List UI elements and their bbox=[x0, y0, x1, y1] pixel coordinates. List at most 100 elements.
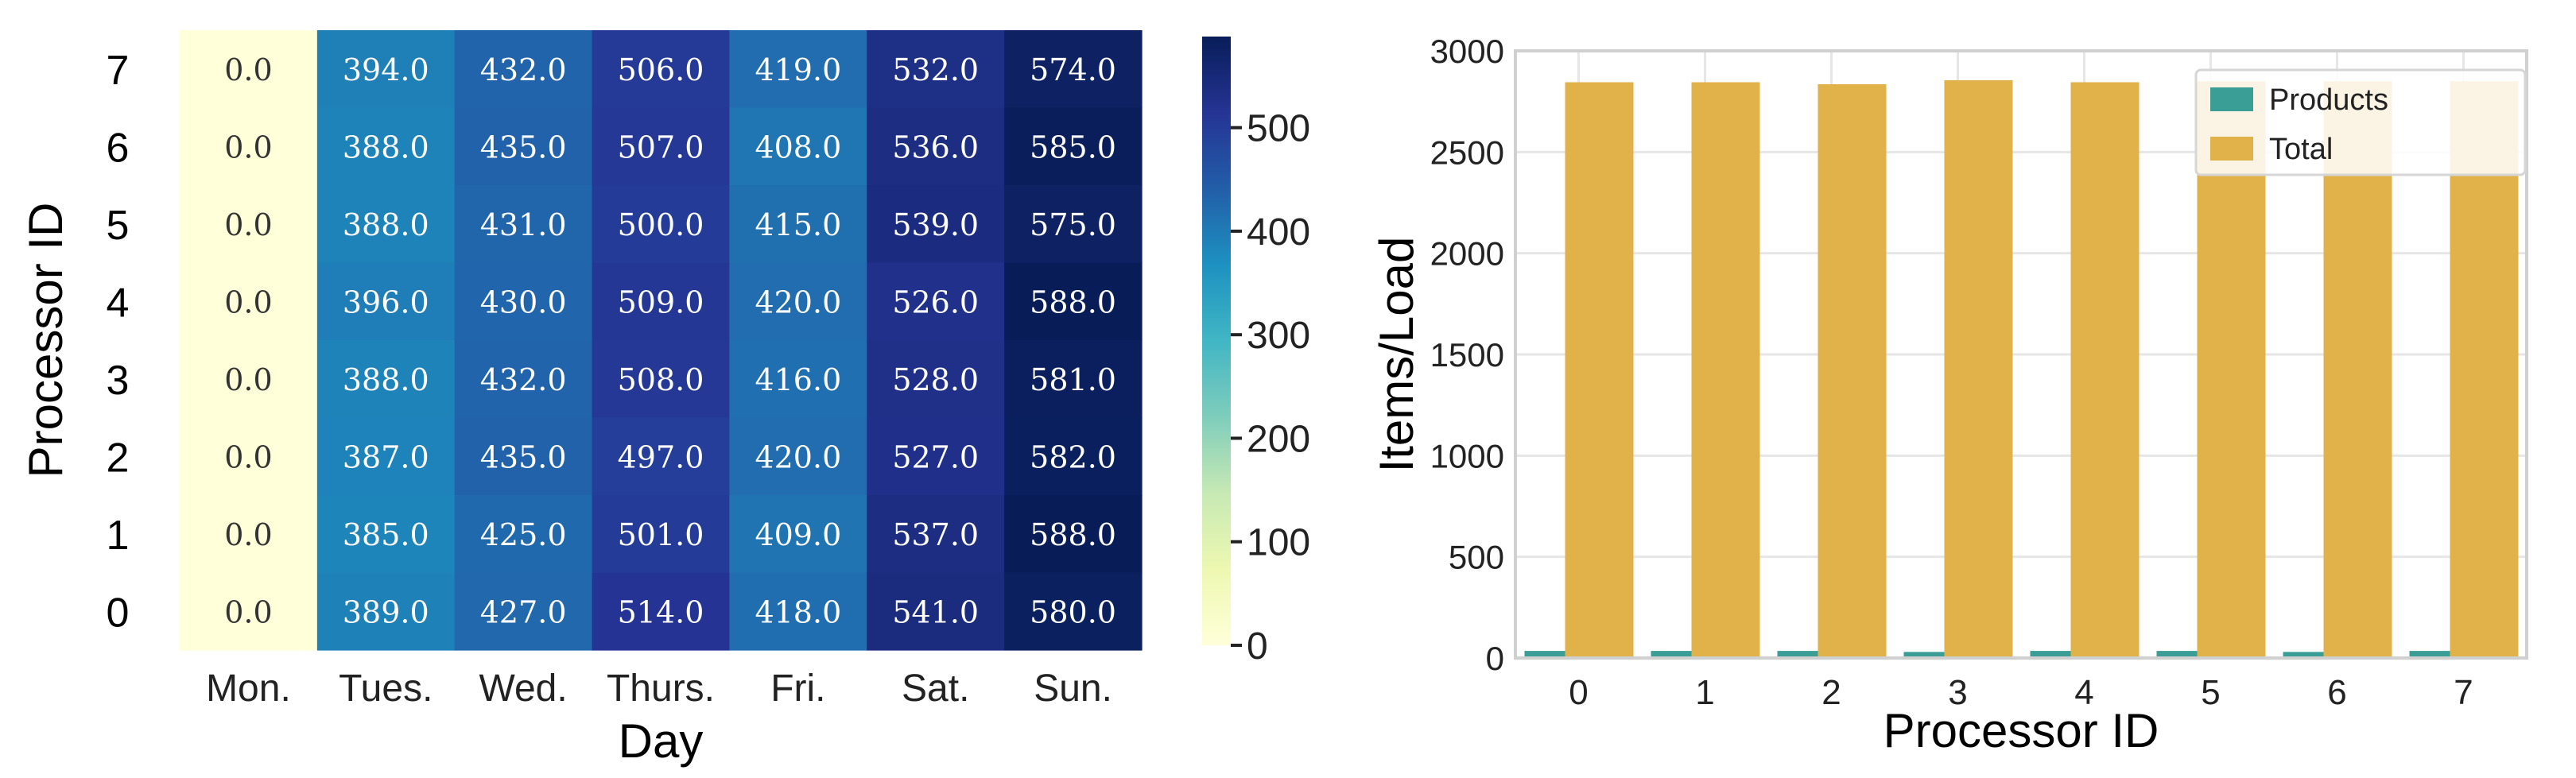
heatmap-cell bbox=[454, 340, 593, 419]
heatmap-x-tick-label: Fri. bbox=[770, 668, 825, 710]
bar-x-tick-label: 0 bbox=[1569, 673, 1588, 712]
bar-y-tick-label: 0 bbox=[1486, 640, 1504, 677]
heatmap-cell-label: 415.0 bbox=[755, 207, 841, 242]
bar-total bbox=[1818, 84, 1887, 658]
heatmap-cell-label: 420.0 bbox=[755, 439, 841, 474]
heatmap-cell-label: 394.0 bbox=[343, 52, 429, 87]
heatmap-cell-label: 497.0 bbox=[618, 439, 704, 474]
heatmap-cell-label: 509.0 bbox=[618, 284, 704, 319]
heatmap-x-axis-title: Day bbox=[619, 714, 704, 768]
bar-total bbox=[2070, 82, 2140, 659]
bar-chart-panel: 0 500 1000 1500 2000 2500 3000 0 1 2 3 4 5 6 7 Processo… bbox=[1370, 33, 2528, 757]
legend-box bbox=[2194, 68, 2527, 176]
bar-x-tick-label: 3 bbox=[1948, 673, 1967, 712]
heatmap-cell-label: 585.0 bbox=[1030, 130, 1116, 165]
heatmap-panel: 0.0 394.0 432.0 506.0 419.0 532.0 574.0 0.0 388.… bbox=[19, 30, 1143, 768]
heatmap-x-tick-label: Sat. bbox=[902, 668, 969, 710]
heatmap-cell-label: 0.0 bbox=[224, 594, 272, 629]
bar-total bbox=[2197, 81, 2266, 658]
heatmap-x-tick-label: Wed. bbox=[479, 668, 568, 710]
bar-y-tick-label: 1000 bbox=[1430, 437, 1504, 474]
heatmap-cell bbox=[316, 417, 456, 496]
bar-total bbox=[1565, 82, 1634, 659]
legend-swatch bbox=[2210, 137, 2253, 161]
heatmap-cell-label: 388.0 bbox=[343, 130, 429, 165]
heatmap-cell bbox=[867, 572, 1005, 651]
heatmap-y-tick-label: 3 bbox=[107, 358, 130, 404]
heatmap-cell-label: 435.0 bbox=[480, 130, 567, 165]
heatmap-cell bbox=[454, 417, 593, 496]
bar-y-tick-label: 2500 bbox=[1430, 134, 1504, 171]
heatmap-cell bbox=[180, 185, 318, 264]
bar-x-tick-label: 6 bbox=[2327, 673, 2346, 712]
bar-products bbox=[2283, 652, 2328, 658]
colorbar-tick-label: 100 bbox=[1247, 522, 1310, 564]
heatmap-cell bbox=[180, 417, 318, 496]
heatmap-cell bbox=[592, 495, 731, 574]
heatmap-cell bbox=[729, 30, 867, 109]
heatmap-cell-label: 419.0 bbox=[755, 52, 841, 87]
heatmap-cell-label: 514.0 bbox=[618, 594, 704, 629]
colorbar: 0 100 200 300 400 500 bbox=[1202, 37, 1310, 668]
heatmap-cell bbox=[592, 340, 731, 419]
heatmap-cell-label: 501.0 bbox=[618, 517, 704, 552]
heatmap-cell bbox=[592, 417, 731, 496]
heatmap-cell bbox=[592, 30, 731, 109]
heatmap-x-tick-label: Sun. bbox=[1034, 668, 1112, 710]
heatmap-cell-label: 541.0 bbox=[892, 594, 979, 629]
heatmap-cell-label: 409.0 bbox=[755, 517, 841, 552]
heatmap-cell bbox=[729, 262, 867, 341]
heatmap-cell-label: 536.0 bbox=[892, 130, 979, 165]
heatmap-cell bbox=[1004, 495, 1143, 574]
bar-y-tick-label: 2000 bbox=[1430, 235, 1504, 273]
heatmap-cell bbox=[454, 30, 593, 109]
bar-total bbox=[2450, 81, 2519, 658]
heatmap-cell-label: 0.0 bbox=[224, 439, 272, 474]
heatmap-cell bbox=[867, 30, 1005, 109]
heatmap-y-tick-label: 2 bbox=[107, 435, 130, 481]
heatmap-cell-label: 0.0 bbox=[224, 130, 272, 165]
heatmap-y-tick-label: 5 bbox=[107, 203, 130, 249]
heatmap-cell bbox=[867, 340, 1005, 419]
heatmap-y-tick-label: 1 bbox=[107, 513, 130, 559]
heatmap-cell bbox=[316, 30, 456, 109]
heatmap-cell-label: 582.0 bbox=[1030, 439, 1116, 474]
heatmap-x-tick-label: Thurs. bbox=[607, 668, 715, 710]
heatmap-cell-label: 539.0 bbox=[892, 207, 979, 242]
heatmap-cell-label: 432.0 bbox=[480, 52, 567, 87]
heatmap-cell bbox=[1004, 417, 1143, 496]
heatmap-cell bbox=[592, 262, 731, 341]
heatmap-cell-label: 396.0 bbox=[343, 284, 429, 319]
heatmap-cell-label: 389.0 bbox=[343, 594, 429, 629]
heatmap-cell bbox=[1004, 340, 1143, 419]
colorbar-gradient bbox=[1202, 37, 1231, 645]
bar-products bbox=[1524, 651, 1569, 658]
heatmap-cell bbox=[316, 340, 456, 419]
heatmap-cell bbox=[1004, 30, 1143, 109]
heatmap-cell bbox=[729, 572, 867, 651]
bar-products bbox=[2156, 651, 2202, 658]
heatmap-cell bbox=[592, 107, 731, 186]
colorbar-tick-label: 0 bbox=[1247, 625, 1268, 668]
bar-y-axis-title: Items/Load bbox=[1370, 237, 1423, 473]
heatmap-cell-label: 574.0 bbox=[1030, 52, 1116, 87]
bar-x-tick-label: 4 bbox=[2074, 673, 2093, 712]
heatmap-cell bbox=[867, 107, 1005, 186]
bar-products bbox=[1903, 652, 1949, 658]
heatmap-cell-label: 527.0 bbox=[892, 439, 979, 474]
heatmap-y-axis-title: Processor ID bbox=[19, 203, 72, 478]
heatmap-cell bbox=[1004, 107, 1143, 186]
bar-products bbox=[2030, 651, 2075, 658]
heatmap-cell bbox=[1004, 185, 1143, 264]
heatmap-cell bbox=[180, 572, 318, 651]
heatmap-cell bbox=[316, 185, 456, 264]
bar-plot-frame bbox=[1514, 49, 2528, 660]
heatmap-cell-label: 575.0 bbox=[1030, 207, 1116, 242]
heatmap-cell bbox=[316, 262, 456, 341]
heatmap-cell-label: 430.0 bbox=[480, 284, 567, 319]
heatmap-cell bbox=[454, 572, 593, 651]
heatmap-cell-label: 588.0 bbox=[1030, 517, 1116, 552]
legend-swatch bbox=[2210, 87, 2253, 111]
heatmap-y-tick-label: 0 bbox=[107, 590, 130, 636]
